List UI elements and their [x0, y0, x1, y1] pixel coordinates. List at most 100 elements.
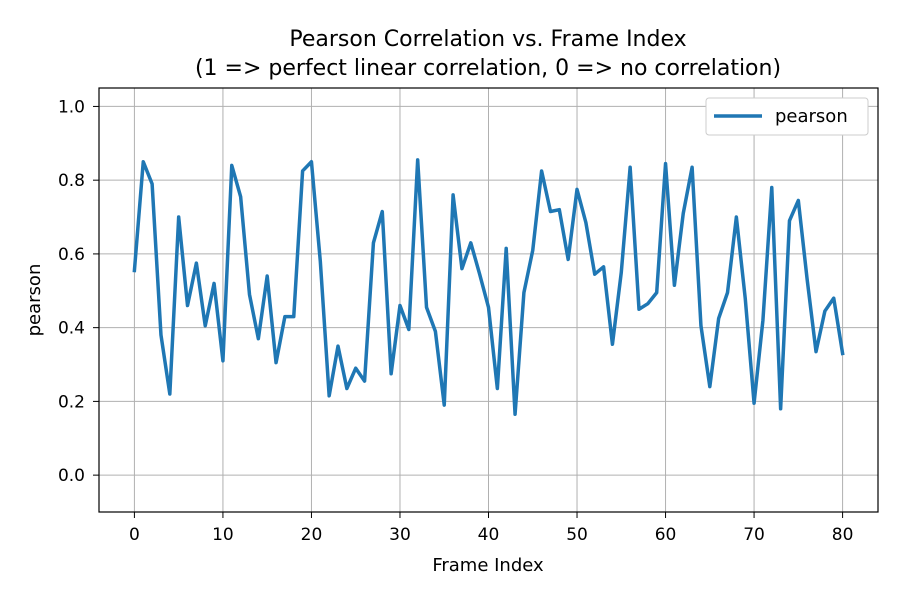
data-point — [187, 305, 188, 306]
y-tick-label: 0.4 — [58, 319, 85, 339]
data-point — [550, 211, 551, 212]
axis-ticks: 0 10 20 30 40 50 60 70 80 0.0 0.2 0.4 0.6 0.8 1.0 — [58, 97, 853, 545]
data-point — [656, 292, 657, 293]
data-point — [718, 318, 719, 319]
data-point — [417, 159, 418, 160]
data-point — [577, 189, 578, 190]
data-point — [196, 263, 197, 264]
data-point — [532, 250, 533, 251]
data-point — [169, 394, 170, 395]
data-point — [160, 335, 161, 336]
data-point — [329, 395, 330, 396]
data-point — [461, 268, 462, 269]
data-point — [647, 303, 648, 304]
x-tick-label: 10 — [212, 525, 234, 545]
data-point — [745, 298, 746, 299]
series-layer — [132, 158, 845, 417]
data-point — [134, 270, 135, 271]
chart-subtitle: (1 => perfect linear correlation, 0 => n… — [195, 56, 781, 81]
data-point — [214, 283, 215, 284]
data-point — [143, 161, 144, 162]
data-point — [470, 242, 471, 243]
x-tick-label: 50 — [566, 525, 588, 545]
data-point — [692, 167, 693, 168]
data-point — [302, 170, 303, 171]
data-point — [152, 183, 153, 184]
x-tick-label: 60 — [655, 525, 677, 545]
data-point — [621, 272, 622, 273]
data-point — [736, 217, 737, 218]
data-point — [346, 388, 347, 389]
data-point — [506, 248, 507, 249]
y-tick-label: 0.0 — [58, 466, 85, 486]
data-point — [674, 285, 675, 286]
y-tick-label: 0.2 — [58, 392, 85, 412]
chart-title: Pearson Correlation vs. Frame Index — [289, 27, 686, 52]
data-point — [709, 386, 710, 387]
data-point — [638, 309, 639, 310]
data-point — [789, 220, 790, 221]
data-point — [222, 360, 223, 361]
data-point — [355, 368, 356, 369]
data-point — [399, 305, 400, 306]
data-point — [585, 222, 586, 223]
x-tick-label: 30 — [389, 525, 411, 545]
data-point — [754, 403, 755, 404]
x-tick-label: 40 — [478, 525, 500, 545]
plot-area-frame — [98, 87, 879, 513]
data-point — [807, 279, 808, 280]
x-tick-label: 70 — [743, 525, 765, 545]
y-tick-label: 0.6 — [58, 245, 85, 265]
y-axis-label: pearson — [24, 264, 45, 337]
legend-label-pearson: pearson — [775, 106, 848, 127]
data-point — [541, 170, 542, 171]
data-point — [630, 167, 631, 168]
data-point — [727, 292, 728, 293]
data-point — [338, 346, 339, 347]
data-point — [320, 261, 321, 262]
data-point — [798, 200, 799, 201]
data-point — [444, 405, 445, 406]
data-point — [178, 217, 179, 218]
data-point — [665, 163, 666, 164]
data-point — [700, 325, 701, 326]
data-point — [612, 344, 613, 345]
series-line-pearson — [132, 158, 845, 417]
data-point — [594, 274, 595, 275]
data-point — [311, 161, 312, 162]
data-point — [568, 259, 569, 260]
y-tick-label: 0.8 — [58, 171, 85, 191]
data-point — [205, 325, 206, 326]
data-point — [293, 316, 294, 317]
y-tick-label: 1.0 — [58, 97, 85, 117]
data-point — [833, 298, 834, 299]
data-point — [240, 196, 241, 197]
data-point — [276, 362, 277, 363]
data-point — [453, 194, 454, 195]
data-point — [408, 329, 409, 330]
data-point — [842, 353, 843, 354]
data-point — [391, 373, 392, 374]
data-point — [497, 388, 498, 389]
data-point — [824, 311, 825, 312]
data-point — [373, 242, 374, 243]
data-point — [488, 307, 489, 308]
legend: pearson — [705, 97, 869, 136]
data-point — [515, 414, 516, 415]
data-point — [603, 266, 604, 267]
data-point — [364, 381, 365, 382]
x-tick-label: 20 — [301, 525, 323, 545]
data-point — [382, 211, 383, 212]
data-point — [559, 209, 560, 210]
data-point — [249, 294, 250, 295]
legend-box — [705, 97, 869, 136]
data-point — [479, 274, 480, 275]
data-point — [258, 338, 259, 339]
data-point — [435, 331, 436, 332]
grid-lines — [99, 88, 878, 512]
data-point — [426, 307, 427, 308]
data-point — [523, 292, 524, 293]
data-point — [284, 316, 285, 317]
data-point — [816, 351, 817, 352]
